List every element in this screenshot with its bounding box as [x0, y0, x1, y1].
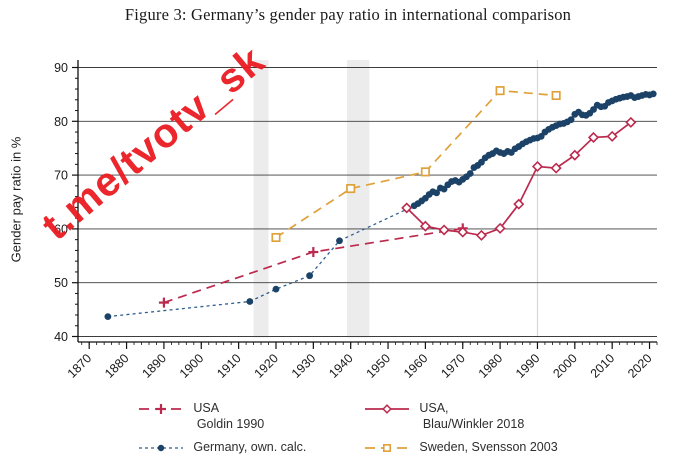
- legend-item-germany-own-calc: Germany, own. calc.: [138, 439, 306, 455]
- legend-item-usa-blau-winkler: USA, Blau/Winkler 2018: [364, 400, 557, 432]
- figure-title: Figure 3: Germany’s gender pay ratio in …: [124, 5, 572, 24]
- marker-circle: [567, 116, 575, 124]
- marker-square: [383, 443, 392, 453]
- x-tick-label-1930: 1930: [289, 351, 319, 381]
- marker-square: [495, 86, 505, 96]
- legend-label-sweden-svensson: Sweden, Svensson 2003: [419, 440, 558, 454]
- y-tick-label-60: 60: [54, 222, 68, 236]
- marker-diamond: [625, 116, 637, 128]
- marker-square: [420, 167, 430, 177]
- x-tick-label-1960: 1960: [401, 351, 431, 381]
- x-tick-label-1980: 1980: [476, 351, 506, 381]
- x-tick-label-2020: 2020: [625, 351, 655, 381]
- series-line-usa-blau-winkler: [406, 121, 632, 237]
- legend-label-usa-goldin: USA Goldin 1990: [193, 401, 265, 431]
- marker-square: [346, 184, 356, 194]
- series-line-germany-own-calc: [107, 93, 654, 318]
- x-tick-label-1890: 1890: [139, 351, 169, 381]
- shaded-band-wwii: [346, 60, 370, 338]
- x-tick-label-1990: 1990: [513, 351, 543, 381]
- marker-diamond: [494, 222, 506, 234]
- y-axis-label: Gender pay ratio in %: [8, 136, 24, 263]
- series-line-usa-goldin: [163, 227, 463, 304]
- marker-diamond: [550, 162, 562, 174]
- marker-circle: [649, 90, 657, 98]
- legend-marker-diamond-icon: [365, 404, 410, 414]
- x-tick-label-2000: 2000: [550, 351, 580, 381]
- x-tick-label-1940: 1940: [326, 351, 356, 381]
- legend-marker-circle-icon: [139, 444, 184, 452]
- marker-diamond: [401, 202, 413, 214]
- x-tick-label-1900: 1900: [177, 351, 207, 381]
- y-tick-label-50: 50: [54, 276, 68, 290]
- x-tick-label-1910: 1910: [214, 351, 244, 381]
- marker-circle: [272, 285, 280, 293]
- legend-item-usa-goldin: USA Goldin 1990: [138, 400, 306, 432]
- y-tick-label-70: 70: [54, 169, 68, 183]
- marker-diamond: [419, 220, 431, 232]
- legend-item-sweden-svensson: Sweden, Svensson 2003: [364, 439, 558, 455]
- legend-label-germany-own-calc: Germany, own. calc.: [193, 440, 307, 454]
- marker-diamond: [475, 229, 487, 241]
- marker-square: [271, 232, 281, 243]
- marker-circle: [306, 272, 313, 280]
- marker-diamond: [457, 226, 469, 238]
- marker-diamond: [438, 224, 450, 236]
- marker-diamond: [569, 149, 581, 161]
- legend-marker-square-icon: [365, 443, 410, 453]
- x-tick-label-1920: 1920: [252, 351, 282, 381]
- marker-diamond: [382, 404, 393, 414]
- series-line-sweden-svensson: [275, 89, 557, 239]
- y-tick-label-80: 80: [54, 115, 68, 129]
- marker-diamond: [513, 198, 525, 210]
- marker-circle: [336, 237, 343, 245]
- legend-label-usa-blau-winkler: USA, Blau/Winkler 2018: [419, 401, 525, 431]
- x-tick-label-1950: 1950: [364, 351, 394, 381]
- y-tick-label-40: 40: [54, 330, 68, 344]
- y-tick-label-90: 90: [54, 61, 68, 75]
- marker-circle: [246, 298, 254, 305]
- marker-circle: [466, 170, 474, 177]
- marker-circle: [433, 189, 441, 197]
- marker-diamond: [531, 160, 543, 173]
- marker-diamond: [606, 130, 618, 142]
- marker-square: [551, 90, 561, 101]
- x-tick-label-1870: 1870: [65, 351, 95, 381]
- marker-diamond: [587, 131, 600, 143]
- x-tick-label-1970: 1970: [438, 351, 468, 381]
- chart-legend: USA Goldin 1990 USA, Blau/Winkler 2018 Ger…: [0, 400, 696, 455]
- marker-circle: [104, 313, 112, 320]
- x-tick-label-1880: 1880: [102, 351, 132, 381]
- x-tick-label-2010: 2010: [588, 351, 618, 381]
- legend-marker-plus-icon: [139, 404, 184, 414]
- marker-circle: [158, 444, 165, 452]
